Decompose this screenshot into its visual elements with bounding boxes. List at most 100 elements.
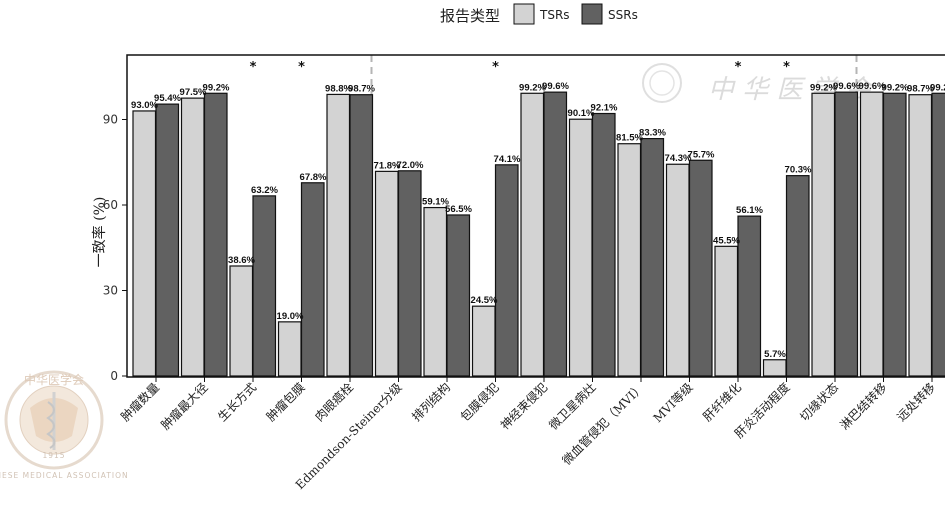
bar-ssrs-4 — [349, 94, 374, 377]
x-tick-label-16: 远处转移 — [894, 380, 939, 425]
y-tick-label-30: 30 — [103, 284, 118, 298]
data-label-ssrs-3: 67.8% — [300, 172, 327, 183]
legend: 报告类型 TSRs SSRs — [440, 3, 638, 25]
data-label-tsrs-13: 5.7% — [764, 349, 786, 360]
seal-year-text: 1915 — [42, 451, 65, 460]
legend-swatch-ssrs — [581, 3, 603, 25]
bar-tsrs-13 — [762, 359, 787, 377]
x-tick-label-9: 微卫星病灶 — [546, 380, 599, 433]
seal-cn-text: 中华医学会 — [24, 372, 84, 387]
legend-label-ssrs: SSRs — [608, 8, 638, 22]
data-label-ssrs-11: 75.7% — [688, 149, 715, 160]
bar-ssrs-2 — [252, 195, 277, 377]
legend-swatch-tsrs — [513, 3, 535, 25]
bar-tsrs-7 — [471, 305, 496, 377]
data-label-tsrs-4: 98.8% — [325, 83, 352, 94]
bar-tsrs-10 — [617, 143, 642, 377]
data-label-ssrs-10: 83.3% — [639, 128, 666, 139]
legend-label-tsrs: TSRs — [539, 8, 570, 22]
data-label-tsrs-11: 74.3% — [665, 153, 692, 164]
y-tick-label-0: 0 — [110, 369, 118, 383]
data-labels: 93.0%95.4%97.5%99.2%38.6%63.2%19.0%67.8%… — [131, 81, 945, 360]
data-label-tsrs-0: 93.0% — [131, 100, 158, 111]
x-tick-label-12: 肝纤维化 — [700, 380, 744, 424]
data-label-ssrs-0: 95.4% — [154, 93, 181, 104]
bar-ssrs-0 — [155, 103, 180, 377]
data-label-tsrs-3: 19.0% — [277, 311, 304, 322]
x-tick-label-3: 肿瘤包膜 — [263, 380, 308, 425]
bar-tsrs-14 — [811, 92, 836, 377]
significance-star-12: * — [735, 60, 742, 75]
data-label-ssrs-14: 99.6% — [833, 81, 860, 92]
bar-tsrs-2 — [229, 265, 254, 377]
data-label-tsrs-12: 45.5% — [713, 235, 740, 246]
x-tick-label-10: 微血管侵犯（MVI） — [559, 380, 647, 468]
y-tick-label-60: 60 — [103, 198, 118, 212]
significance-star-7: * — [492, 60, 499, 75]
significance-star-3: * — [298, 60, 305, 75]
data-label-tsrs-2: 38.6% — [228, 255, 255, 266]
bar-tsrs-3 — [277, 321, 302, 377]
data-label-tsrs-7: 24.5% — [471, 295, 498, 306]
x-tick-label-8: 神经束侵犯 — [497, 380, 550, 433]
bar-tsrs-1 — [180, 97, 205, 377]
bar-ssrs-15 — [882, 92, 907, 377]
bar-ssrs-6 — [446, 214, 471, 377]
data-label-ssrs-6: 56.5% — [445, 204, 472, 215]
bars — [132, 91, 945, 377]
x-tick-label-15: 淋巴结转移 — [837, 380, 890, 433]
data-label-ssrs-12: 56.1% — [736, 205, 763, 216]
x-tick-label-11: MVI等级 — [651, 380, 696, 425]
significance-star-2: * — [250, 60, 257, 75]
bar-tsrs-12 — [714, 245, 739, 377]
data-label-ssrs-1: 99.2% — [203, 82, 230, 93]
bar-ssrs-1 — [203, 92, 228, 377]
bar-tsrs-16 — [908, 94, 933, 377]
x-tick-label-7: 包膜侵犯 — [457, 380, 502, 425]
x-tick-label-1: 肿瘤最大径 — [158, 380, 211, 433]
data-label-ssrs-5: 72.0% — [397, 160, 424, 171]
data-label-ssrs-13: 70.3% — [785, 165, 812, 176]
data-label-ssrs-16: 99.2% — [930, 82, 945, 93]
watermark-seal-icon — [642, 63, 682, 103]
data-label-ssrs-9: 92.1% — [591, 103, 618, 114]
x-tick-label-14: 切缘状态 — [797, 380, 841, 424]
bar-ssrs-3 — [300, 182, 325, 377]
bar-ssrs-7 — [494, 164, 519, 377]
data-label-ssrs-7: 74.1% — [494, 154, 521, 165]
x-tick-label-4: 肉眼癌栓 — [312, 380, 357, 425]
bar-ssrs-14 — [834, 91, 859, 377]
data-label-tsrs-10: 81.5% — [616, 133, 643, 144]
legend-title: 报告类型 — [440, 7, 500, 25]
plot-frame — [126, 54, 945, 378]
seal-ring-icon — [4, 370, 104, 470]
y-axis-title: 一致率 (%) — [91, 197, 108, 268]
data-label-tsrs-5: 71.8% — [374, 160, 401, 171]
seal-logo: 中华医学会 CHINESE MEDICAL ASSOCIATION 1915 — [0, 370, 128, 480]
data-label-tsrs-1: 97.5% — [180, 87, 207, 98]
bar-ssrs-8 — [543, 91, 568, 377]
significance-star-13: * — [783, 60, 790, 75]
y-tick-label-90: 90 — [103, 113, 118, 127]
x-tick-label-6: 排列结构 — [409, 380, 454, 425]
bar-tsrs-15 — [859, 91, 884, 377]
bar-tsrs-8 — [520, 92, 545, 377]
bar-tsrs-5 — [374, 170, 399, 377]
data-label-tsrs-8: 99.2% — [519, 82, 546, 93]
data-label-ssrs-8: 99.6% — [542, 81, 569, 92]
bar-tsrs-9 — [568, 118, 593, 377]
data-label-ssrs-2: 63.2% — [251, 185, 278, 196]
data-label-tsrs-6: 59.1% — [422, 197, 449, 208]
bar-tsrs-6 — [423, 206, 448, 377]
bar-ssrs-16 — [931, 92, 945, 377]
bar-tsrs-0 — [132, 110, 157, 377]
bar-ssrs-5 — [397, 170, 422, 377]
data-label-tsrs-15: 99.6% — [859, 81, 886, 92]
data-label-tsrs-9: 90.1% — [568, 108, 595, 119]
significance-markers: * * * * * — [250, 60, 791, 75]
data-label-tsrs-14: 99.2% — [810, 82, 837, 93]
bar-ssrs-12 — [737, 215, 762, 377]
data-label-ssrs-4: 98.7% — [348, 84, 375, 95]
